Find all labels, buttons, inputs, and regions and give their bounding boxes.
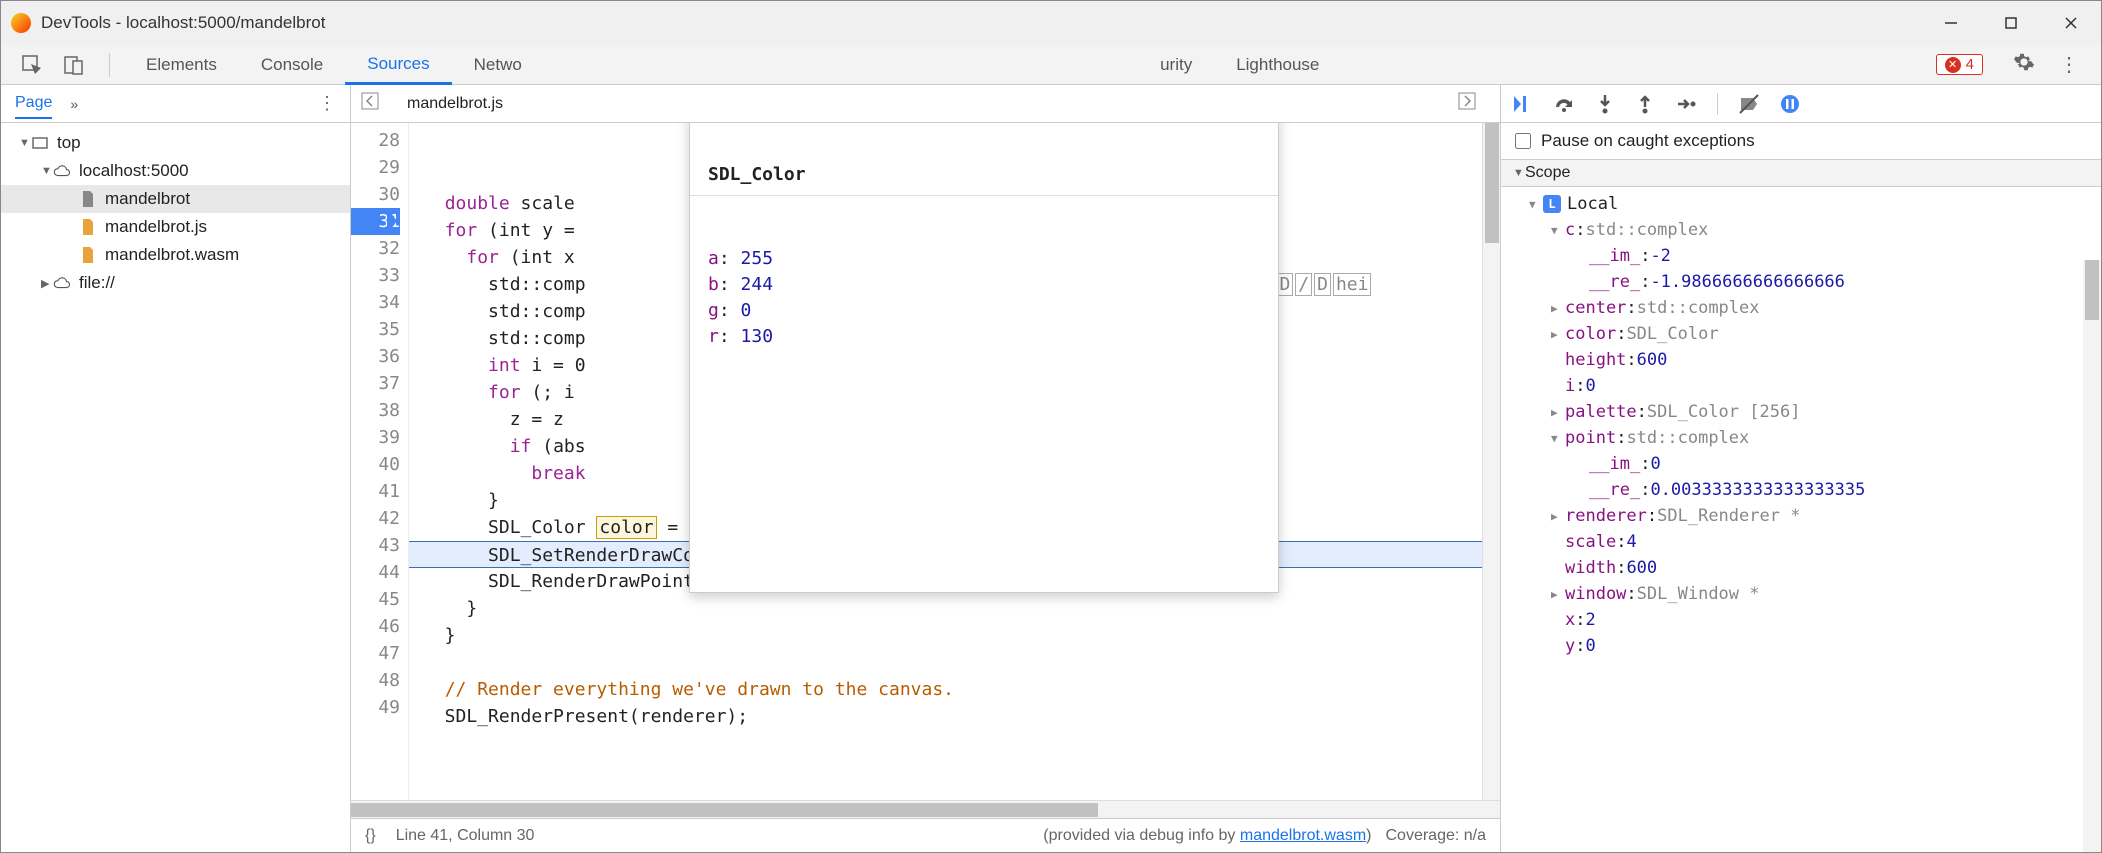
pause-exceptions-label: Pause on caught exceptions <box>1541 131 1755 151</box>
cloud-icon <box>53 274 71 292</box>
scope-header[interactable]: ▼ Scope <box>1501 159 2101 187</box>
step-into-button[interactable] <box>1595 93 1615 115</box>
scope-var[interactable]: ▼point: std::complex <box>1501 425 2101 451</box>
debug-toolbar <box>1501 85 2101 123</box>
line-gutter[interactable]: 2829303132333435363738394041424344454647… <box>351 123 409 800</box>
scope-var[interactable]: i: 0 <box>1501 373 2101 399</box>
pause-on-exceptions-row: Pause on caught exceptions <box>1501 123 2101 159</box>
devtools-icon <box>11 13 31 33</box>
frame-icon <box>31 134 49 152</box>
scope-tree: ▼LLocal ▼c: std::complex__im_: -2__re_: … <box>1501 187 2101 852</box>
step-button[interactable] <box>1675 93 1697 115</box>
editor-vscrollbar[interactable] <box>1482 123 1500 800</box>
deactivate-breakpoints-button[interactable] <box>1738 93 1760 115</box>
tab-console[interactable]: Console <box>239 45 345 84</box>
scope-var[interactable]: ▶center: std::complex <box>1501 295 2101 321</box>
scope-var[interactable]: ▶window: SDL_Window * <box>1501 581 2101 607</box>
braces-icon[interactable]: {} <box>365 827 376 845</box>
step-over-button[interactable] <box>1553 93 1575 115</box>
file-icon <box>79 190 97 208</box>
cursor-position: Line 41, Column 30 <box>396 827 535 845</box>
scope-var[interactable]: ▶palette: SDL_Color [256] <box>1501 399 2101 425</box>
close-button[interactable] <box>2041 1 2101 45</box>
js-file-icon <box>79 218 97 236</box>
cloud-icon <box>53 162 71 180</box>
code-content[interactable]: SDL_Color a: 255b: 244g: 0r: 130 double … <box>409 123 1482 800</box>
scope-var[interactable]: height: 600 <box>1501 347 2101 373</box>
scope-var[interactable]: ▶renderer: SDL_Renderer * <box>1501 503 2101 529</box>
tree-file-mandelbrot[interactable]: mandelbrot <box>1 185 350 213</box>
hover-tooltip: SDL_Color a: 255b: 244g: 0r: 130 <box>689 123 1279 593</box>
navigator-more-button[interactable]: ⋮ <box>318 93 336 114</box>
settings-button[interactable] <box>2001 51 2047 78</box>
local-badge-icon: L <box>1543 195 1561 213</box>
scope-var[interactable]: __re_: -1.9866666666666666 <box>1501 269 2101 295</box>
devtools-window: DevTools - localhost:5000/mandelbrot Ele… <box>0 0 2102 853</box>
more-tabs-icon[interactable]: » <box>70 96 78 112</box>
nav-fwd-icon[interactable] <box>1458 92 1476 115</box>
scope-var[interactable]: ▶color: SDL_Color <box>1501 321 2101 347</box>
file-tab-active[interactable]: mandelbrot.js <box>393 85 517 122</box>
tooltip-body: a: 255b: 244g: 0r: 130 <box>690 238 1278 550</box>
nav-back-icon[interactable] <box>361 92 379 115</box>
navigator-header: Page » ⋮ <box>1 85 350 123</box>
tree-file-js[interactable]: mandelbrot.js <box>1 213 350 241</box>
wasm-file-icon <box>79 246 97 264</box>
coverage-label: Coverage: n/a <box>1385 827 1486 845</box>
scope-var[interactable]: ▼c: std::complex <box>1501 217 2101 243</box>
maximize-button[interactable] <box>1981 1 2041 45</box>
scope-var[interactable]: y: 0 <box>1501 633 2101 659</box>
debugger-panel: Pause on caught exceptions ▼ Scope ▼LLoc… <box>1501 85 2101 852</box>
scope-var[interactable]: width: 600 <box>1501 555 2101 581</box>
wasm-link[interactable]: mandelbrot.wasm <box>1240 827 1366 844</box>
window-title: DevTools - localhost:5000/mandelbrot <box>41 13 325 33</box>
scope-var[interactable]: x: 2 <box>1501 607 2101 633</box>
tab-lighthouse[interactable]: Lighthouse <box>1214 45 1341 84</box>
tab-elements[interactable]: Elements <box>124 45 239 84</box>
panel-tabs: Elements Console Sources Netwo urity Lig… <box>1 45 2101 85</box>
device-icon[interactable] <box>53 54 95 76</box>
file-tabs: mandelbrot.js <box>351 85 1500 123</box>
step-out-button[interactable] <box>1635 93 1655 115</box>
minimize-button[interactable] <box>1921 1 1981 45</box>
resume-button[interactable] <box>1511 93 1533 115</box>
provided-by: (provided via debug info by mandelbrot.w… <box>1043 827 1371 845</box>
scope-var[interactable]: __im_: -2 <box>1501 243 2101 269</box>
tab-sources[interactable]: Sources <box>345 46 451 85</box>
tree-host[interactable]: ▼localhost:5000 <box>1 157 350 185</box>
more-button[interactable]: ⋮ <box>2047 52 2091 77</box>
inspect-icon[interactable] <box>11 54 53 76</box>
tab-security[interactable]: urity <box>1138 45 1214 84</box>
scope-var[interactable]: __re_: 0.0033333333333333335 <box>1501 477 2101 503</box>
tree-file-wasm[interactable]: mandelbrot.wasm <box>1 241 350 269</box>
tooltip-title: SDL_Color <box>690 154 1278 196</box>
pause-exceptions-checkbox[interactable] <box>1515 133 1531 149</box>
editor-hscrollbar[interactable] <box>351 800 1500 818</box>
main-area: Page » ⋮ ▼top ▼localhost:5000 mandelbrot… <box>1 85 2101 852</box>
page-tab[interactable]: Page <box>15 94 52 119</box>
scope-local[interactable]: ▼LLocal <box>1501 191 2101 217</box>
file-tree: ▼top ▼localhost:5000 mandelbrot mandelbr… <box>1 123 350 303</box>
titlebar: DevTools - localhost:5000/mandelbrot <box>1 1 2101 45</box>
scope-vscrollbar[interactable] <box>2083 260 2101 852</box>
pause-exceptions-button[interactable] <box>1780 94 1800 114</box>
editor-status-bar: {} Line 41, Column 30 (provided via debu… <box>351 818 1500 852</box>
editor-panel: mandelbrot.js 28293031323334353637383940… <box>351 85 1501 852</box>
tab-network[interactable]: Netwo <box>452 45 544 84</box>
tree-file-scheme[interactable]: ▶file:// <box>1 269 350 297</box>
scope-var[interactable]: __im_: 0 <box>1501 451 2101 477</box>
error-icon: ✕ <box>1945 57 1961 73</box>
error-count-badge[interactable]: ✕4 <box>1936 54 1983 75</box>
navigator-panel: Page » ⋮ ▼top ▼localhost:5000 mandelbrot… <box>1 85 351 852</box>
tree-top[interactable]: ▼top <box>1 129 350 157</box>
code-editor[interactable]: 2829303132333435363738394041424344454647… <box>351 123 1500 800</box>
scope-var[interactable]: scale: 4 <box>1501 529 2101 555</box>
